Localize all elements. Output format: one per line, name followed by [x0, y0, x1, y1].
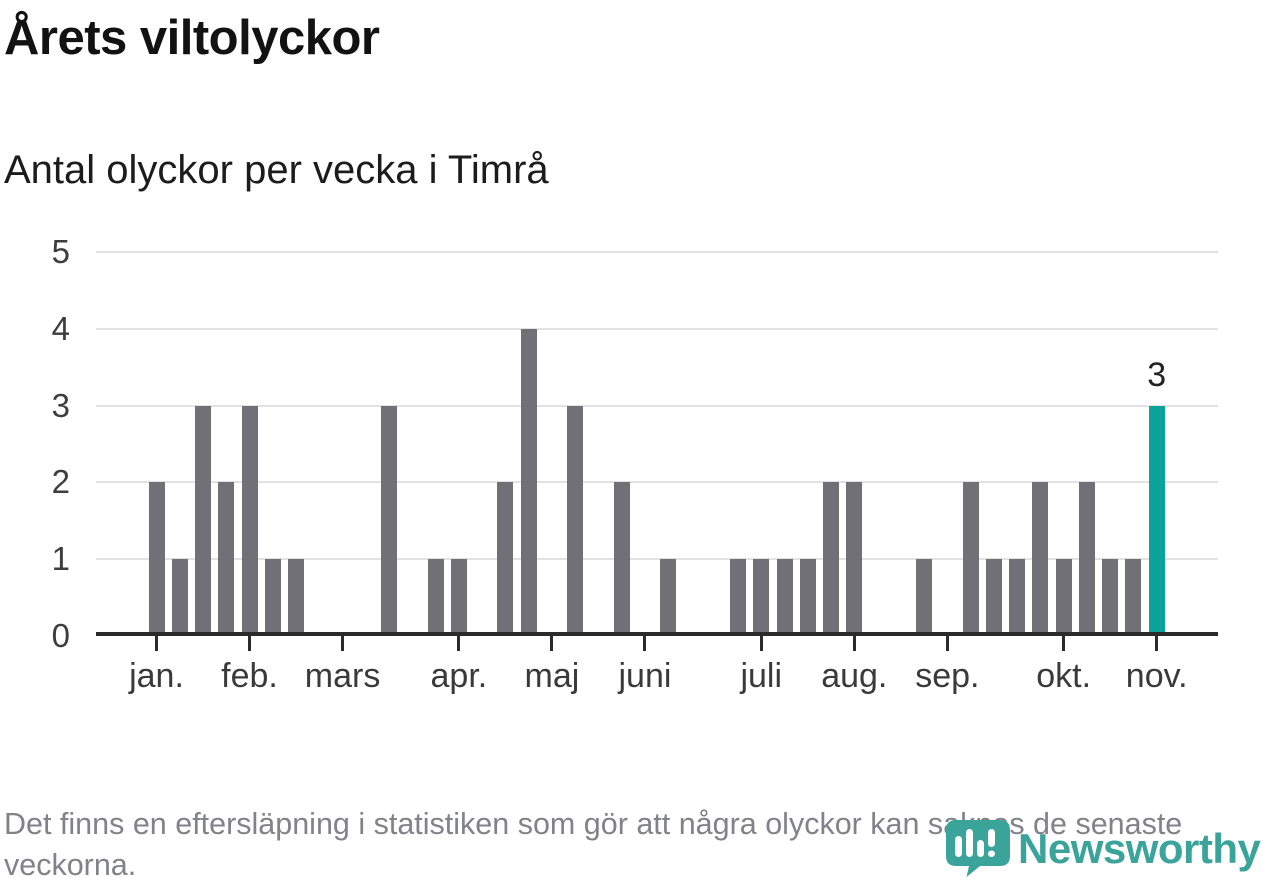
y-axis-label-5: 5 [51, 233, 70, 270]
y-axis-label-2: 2 [51, 463, 70, 501]
bar-week-40 [1055, 559, 1072, 636]
bar-week-30 [823, 482, 840, 636]
bar-week-34 [916, 559, 933, 636]
x-tick-aug [852, 636, 856, 651]
x-axis-label-juli: juli [740, 657, 783, 695]
bar-week-41 [1078, 482, 1095, 636]
x-axis-label-nov: nov. [1125, 657, 1188, 695]
bar-week-14 [450, 559, 467, 636]
x-axis-label-juni: juni [618, 657, 672, 695]
bar-week-1 [148, 482, 165, 636]
gridline-y2 [96, 481, 1218, 484]
bar-week-2 [171, 559, 188, 636]
x-tick-feb [248, 636, 252, 651]
bar-week-23 [660, 559, 677, 636]
bar-week-44-highlight [1148, 405, 1165, 636]
x-axis-label-apr: apr. [430, 657, 488, 695]
bar-week-38 [1009, 559, 1026, 636]
newsworthy-logo: Newsworthy [946, 820, 1262, 879]
gridline-y3 [96, 404, 1218, 407]
page-title: Årets viltolyckor [4, 11, 380, 65]
bar-week-5 [241, 405, 258, 636]
x-tick-mars [341, 636, 345, 651]
bar-week-31 [846, 482, 863, 636]
bar-week-39 [1032, 482, 1049, 636]
x-axis-label-maj: maj [524, 657, 580, 695]
y-axis-label-0: 0 [51, 617, 70, 654]
x-tick-juni [643, 636, 647, 651]
x-tick-sep [945, 636, 949, 651]
x-axis-label-aug: aug. [821, 657, 888, 695]
bar-week-42 [1102, 559, 1119, 636]
x-axis-line [96, 632, 1218, 636]
bar-week-3 [195, 405, 212, 636]
bar-week-19 [567, 405, 584, 636]
y-axis-label-1: 1 [51, 540, 70, 578]
highlight-value-label: 3 [1147, 355, 1167, 394]
bar-week-36 [962, 482, 979, 636]
x-tick-jan [155, 636, 158, 651]
x-tick-maj [550, 636, 554, 651]
x-tick-juli [759, 636, 763, 651]
x-axis-label-okt: okt. [1036, 657, 1092, 695]
bar-week-4 [218, 482, 235, 636]
bar-week-6 [264, 559, 281, 636]
bar-week-43 [1125, 559, 1142, 636]
chart-subtitle: Antal olyckor per vecka i Timrå [4, 148, 549, 192]
bar-week-29 [799, 559, 816, 636]
gridline-y1 [96, 558, 1218, 561]
bar-week-7 [288, 559, 305, 636]
newsworthy-bubble-chart-icon [946, 820, 1010, 877]
x-axis-label-feb: feb. [221, 657, 278, 695]
y-axis-label-3: 3 [51, 386, 70, 424]
gridline-y4 [96, 327, 1218, 330]
bar-week-16 [497, 482, 514, 636]
newsworthy-logo-text: Newsworthy [1018, 825, 1261, 872]
bar-week-21 [613, 482, 630, 636]
bar-week-27 [753, 559, 770, 636]
gridline-y5 [96, 251, 1218, 253]
bar-week-13 [427, 559, 444, 636]
bar-week-26 [730, 559, 746, 636]
x-tick-nov [1155, 636, 1159, 651]
x-axis-label-jan: jan. [129, 657, 184, 695]
bar-week-11 [381, 405, 398, 636]
bar-week-37 [985, 559, 1002, 636]
x-tick-okt [1062, 636, 1066, 651]
x-tick-apr [457, 636, 461, 651]
bar-week-17 [520, 328, 537, 636]
x-axis-label-sep: sep. [915, 657, 980, 695]
x-axis-label-mars: mars [304, 657, 381, 695]
bar-week-28 [776, 559, 793, 636]
y-axis-label-4: 4 [51, 309, 70, 347]
